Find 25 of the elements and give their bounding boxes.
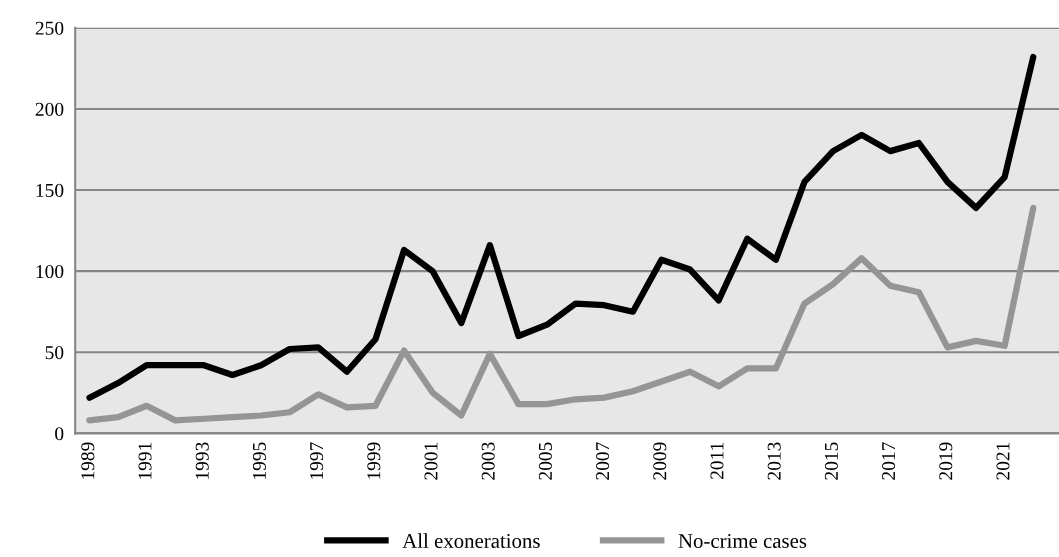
x-tick-label: 2015 [824,442,838,480]
x-tick-label: 2011 [710,442,724,479]
x-tick-label: 1995 [252,442,266,479]
x-tick-label: 2003 [481,442,495,480]
y-tick-label: 100 [36,264,64,279]
x-tick-label: 2007 [596,442,610,480]
x-tick-label: 1999 [367,442,381,479]
x-tick-label: 1997 [310,442,324,479]
x-tick-label: 1989 [81,442,95,479]
y-tick-label: 150 [36,183,64,197]
legend-label: No-crime cases [678,533,807,548]
x-tick-label: 2013 [767,442,781,480]
x-tick-label: 2019 [939,442,953,480]
x-tick-label: 2001 [424,442,438,480]
y-tick-label: 250 [35,21,64,35]
y-tick-label: 0 [55,427,64,441]
x-tick-label: 2017 [882,442,896,480]
x-tick-label: 2005 [538,442,552,480]
y-tick-label: 200 [35,102,64,116]
y-tick-label: 50 [45,346,64,360]
x-tick-label: 1993 [195,442,209,479]
x-tick-label: 2009 [653,442,667,480]
legend-label: All exonerations [402,533,540,548]
x-tick-label: 1991 [138,442,152,479]
x-tick-label: 2021 [996,442,1010,480]
